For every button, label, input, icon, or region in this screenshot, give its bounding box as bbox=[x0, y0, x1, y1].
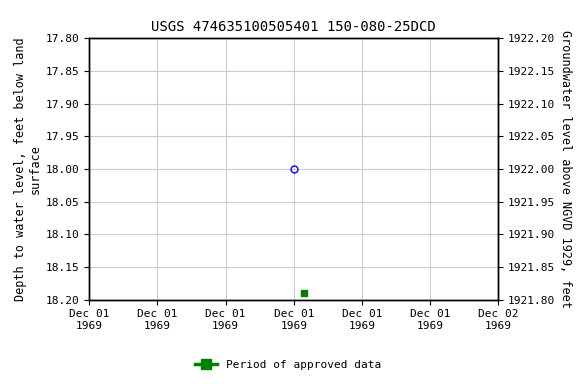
Legend: Period of approved data: Period of approved data bbox=[191, 356, 385, 375]
Y-axis label: Depth to water level, feet below land
surface: Depth to water level, feet below land su… bbox=[14, 37, 41, 301]
Y-axis label: Groundwater level above NGVD 1929, feet: Groundwater level above NGVD 1929, feet bbox=[559, 30, 573, 308]
Title: USGS 474635100505401 150-080-25DCD: USGS 474635100505401 150-080-25DCD bbox=[151, 20, 436, 35]
